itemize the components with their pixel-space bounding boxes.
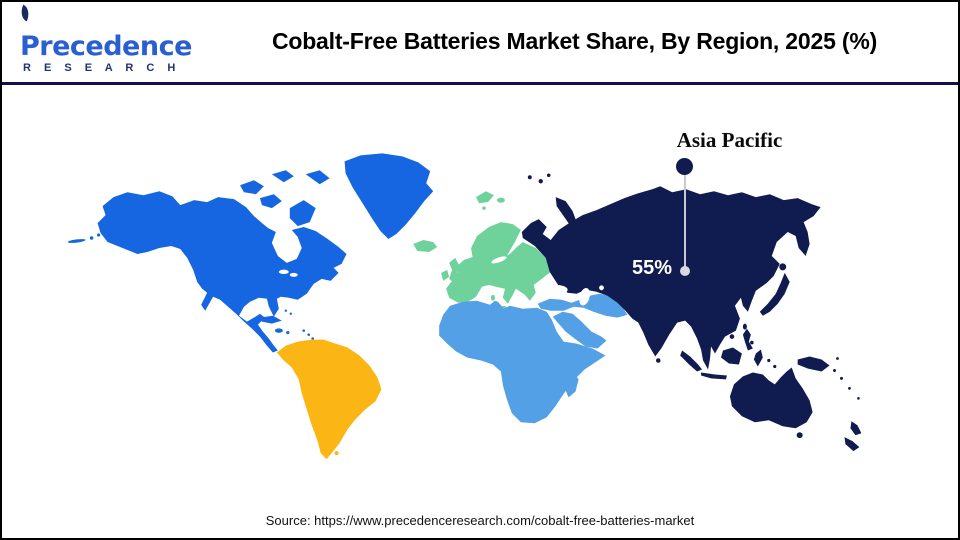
logo-subtitle-text: R E S E A R C H [23,62,181,74]
header: Precedence R E S E A R C H Cobalt-Free B… [2,2,958,85]
callout-top-dot [676,158,693,175]
callout-bottom-dot [680,266,690,276]
logo-leaf-icon [17,4,33,22]
callout-value-label: 55% [631,257,672,279]
logo-brand-text: Precedence [20,31,192,62]
callout-region-label: Asia Pacific [676,128,783,152]
region-north-america [67,153,434,353]
precedence-logo: Precedence R E S E A R C H [17,4,192,74]
region-europe [413,191,551,310]
source-text: Source: https://www.precedenceresearch.c… [265,513,695,528]
chart-title: Cobalt-Free Batteries Market Share, By R… [271,27,878,54]
region-south-america [276,339,382,460]
region-middle-east-africa [439,293,628,424]
water-overlays [274,230,604,325]
region-asia-pacific [521,173,862,452]
callout-leader-line [684,175,686,268]
